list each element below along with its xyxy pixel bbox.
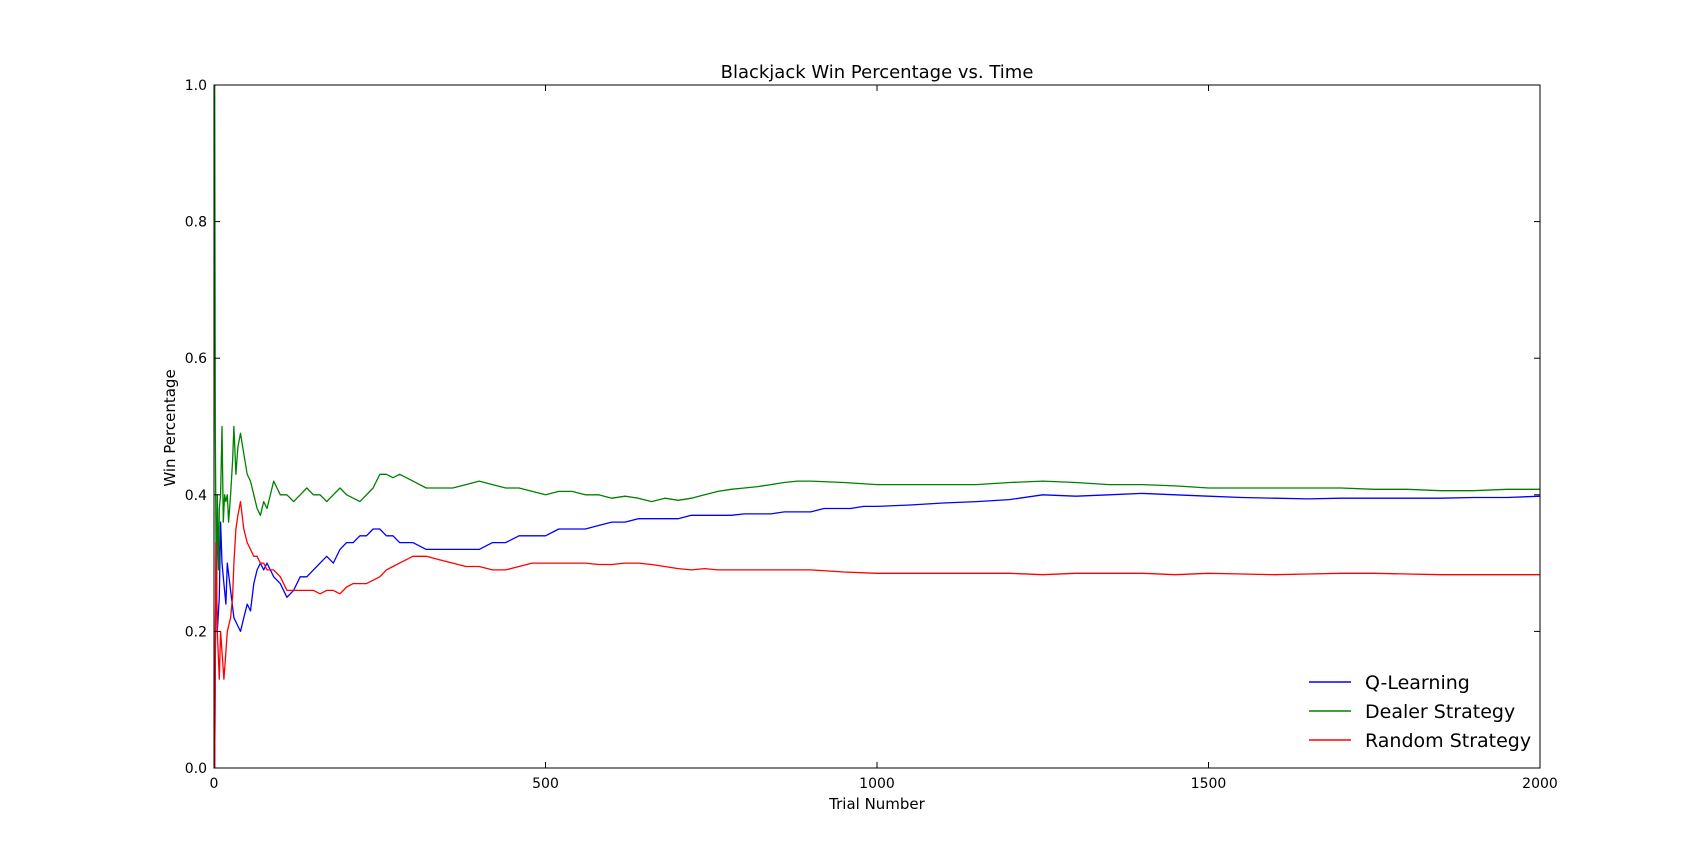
chart-title: Blackjack Win Percentage vs. Time bbox=[721, 62, 1034, 83]
y-tick-label: 0.0 bbox=[185, 761, 207, 777]
y-tick-label: 0.8 bbox=[185, 215, 207, 231]
x-tick-label: 2000 bbox=[1522, 776, 1558, 792]
x-tick-label: 1000 bbox=[859, 776, 895, 792]
y-tick-label: 1.0 bbox=[185, 78, 207, 94]
x-tick-label: 500 bbox=[532, 776, 559, 792]
y-tick-label: 0.4 bbox=[185, 488, 207, 504]
y-tick-label: 0.6 bbox=[185, 351, 207, 367]
series-line-q-learning bbox=[214, 492, 1541, 769]
x-axis-label: Trial Number bbox=[828, 795, 926, 813]
y-tick-label: 0.2 bbox=[185, 624, 207, 640]
x-tick-label: 0 bbox=[210, 776, 219, 792]
plot-frame bbox=[213, 84, 1541, 769]
x-tick-label: 1500 bbox=[1191, 776, 1227, 792]
legend: Q-Learning Dealer Strategy Random Strategy bbox=[1309, 672, 1531, 752]
legend-label-random-strategy: Random Strategy bbox=[1365, 730, 1531, 752]
legend-label-q-learning: Q-Learning bbox=[1365, 672, 1470, 694]
legend-label-dealer-strategy: Dealer Strategy bbox=[1365, 701, 1515, 723]
series-line-random-strategy bbox=[214, 500, 1540, 769]
series-line-dealer-strategy bbox=[214, 84, 1540, 598]
axes-layer: 0 500 1000 1500 2000 0.0 0.2 0.4 0.6 0.8 1.0 bbox=[185, 78, 1558, 792]
y-axis-label: Win Percentage bbox=[161, 369, 179, 486]
series-layer bbox=[214, 84, 1541, 769]
